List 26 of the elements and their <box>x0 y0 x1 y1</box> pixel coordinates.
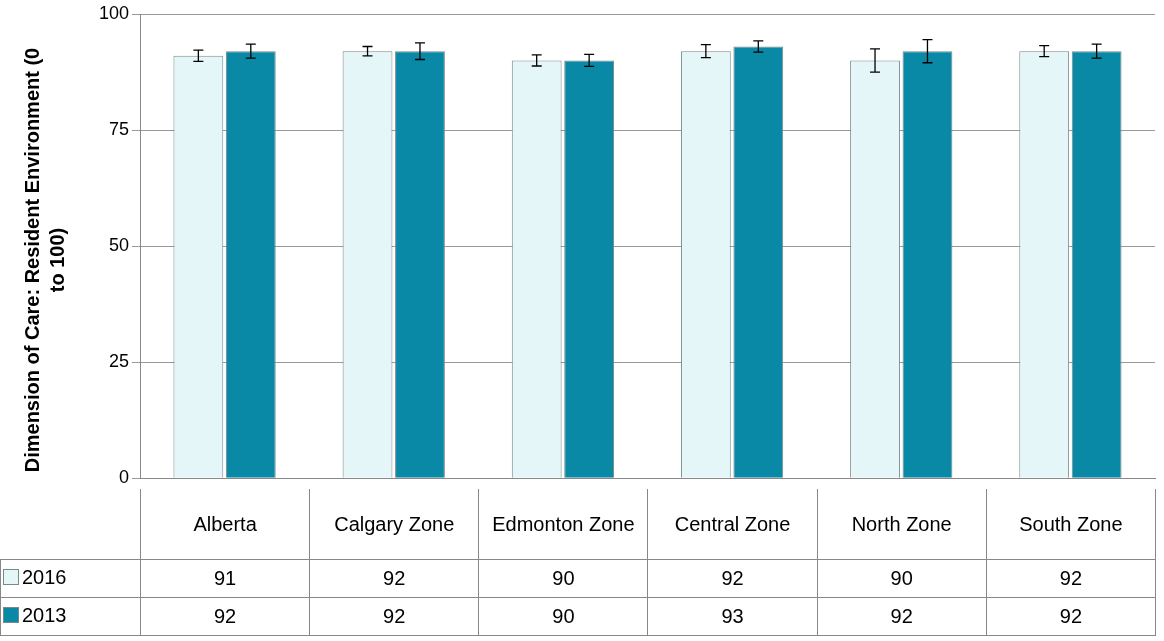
x-tick-label: North Zone <box>817 489 987 559</box>
legend-label: 2013 <box>22 603 67 627</box>
data-label: 90 <box>478 559 648 597</box>
legend-label: 2016 <box>22 565 67 589</box>
data-label: 93 <box>647 597 818 635</box>
y-tick-label: 25 <box>108 351 129 372</box>
y-tick-label: 75 <box>108 119 129 140</box>
data-label: 92 <box>140 597 310 635</box>
y-tick-label: 50 <box>108 235 129 256</box>
data-label: 92 <box>309 559 479 597</box>
data-label: 92 <box>986 559 1156 597</box>
data-label: 92 <box>647 559 818 597</box>
data-label: 91 <box>140 559 310 597</box>
x-tick-label: Edmonton Zone <box>478 489 648 559</box>
data-label: 92 <box>817 597 987 635</box>
y-tick-label: 0 <box>118 467 129 488</box>
x-tick-label: Alberta <box>140 489 310 559</box>
y-tick-label: 100 <box>98 2 129 23</box>
data-label: 92 <box>986 597 1156 635</box>
data-label: 92 <box>309 597 479 635</box>
x-tick-label: South Zone <box>986 489 1156 559</box>
y-axis-title: Dimension of Care: Resident Environment (0 to 100) <box>20 46 69 475</box>
x-tick-label: Calgary Zone <box>309 489 479 559</box>
x-tick-label: Central Zone <box>647 489 818 559</box>
data-label: 90 <box>478 597 648 635</box>
data-label: 90 <box>817 559 987 597</box>
